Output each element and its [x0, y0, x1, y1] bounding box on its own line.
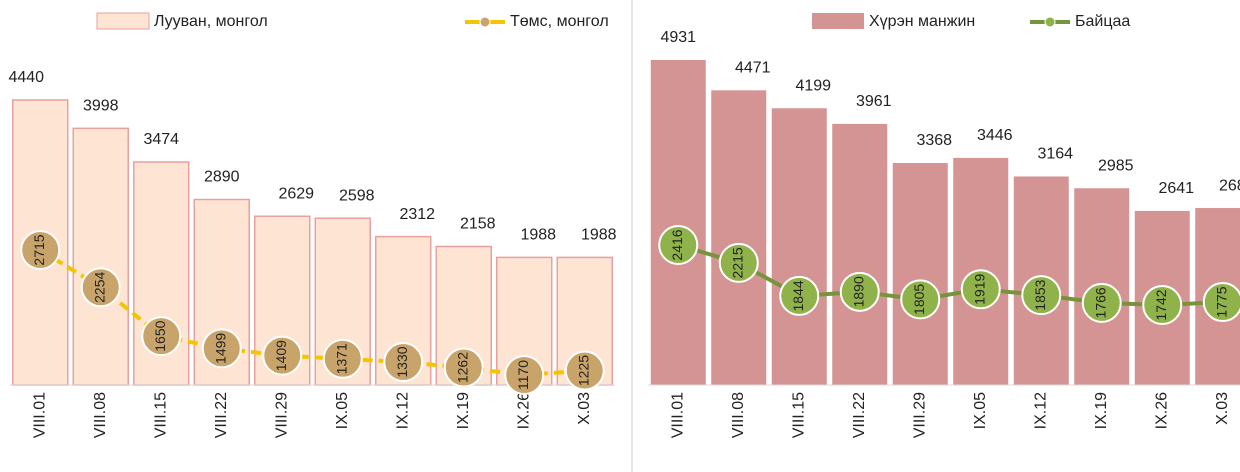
bar-value-label: 2641 — [1158, 180, 1194, 197]
line-value-label: 2416 — [669, 229, 685, 260]
line-value-label: 1330 — [394, 346, 410, 377]
line-value-label: 1409 — [273, 340, 289, 371]
line-value-label: 1499 — [212, 333, 228, 364]
bar — [711, 90, 766, 385]
bar-value-label: 4931 — [660, 29, 696, 46]
bar-value-label: 2985 — [1098, 157, 1134, 174]
legend-label: Төмс, монгол — [510, 13, 609, 30]
line-value-label: 1919 — [971, 273, 987, 304]
line-value-label: 1650 — [152, 320, 168, 351]
line-value-label: 1170 — [515, 360, 531, 390]
x-tick-label: VIII.22 — [213, 392, 230, 438]
bar-value-label: 4440 — [8, 69, 44, 86]
legend-label: Хүрэн манжин — [869, 13, 975, 30]
bar-value-label: 2629 — [278, 185, 314, 202]
x-tick-label: X.03 — [576, 392, 593, 425]
bar-value-label: 3368 — [916, 132, 952, 149]
x-tick-label: IX.19 — [1093, 392, 1110, 429]
bar-value-label: 3998 — [83, 98, 119, 115]
x-tick-label: VIII.29 — [273, 392, 290, 438]
bar-value-label: 2685 — [1219, 177, 1240, 194]
bar-value-label: 2598 — [339, 187, 375, 204]
line-value-label: 1742 — [1153, 289, 1169, 320]
x-tick-label: VIII.15 — [790, 392, 807, 438]
x-tick-label: VIII.29 — [911, 392, 928, 438]
legend-label: Байцаа — [1075, 13, 1130, 30]
bar-value-label: 2312 — [399, 206, 435, 223]
bar-value-label: 2890 — [204, 169, 240, 186]
bar-value-label: 2158 — [460, 216, 496, 233]
line-value-label: 1225 — [575, 355, 591, 386]
bar-value-label: 1988 — [520, 227, 556, 244]
line-value-label: 1890 — [850, 276, 866, 307]
bar — [772, 108, 827, 385]
x-tick-label: IX.12 — [394, 392, 411, 429]
bar — [893, 163, 948, 385]
line-value-label: 2215 — [729, 247, 745, 278]
bar-value-label: 4199 — [795, 77, 831, 94]
legend-label: Лууван, монгол — [154, 13, 268, 30]
bar — [651, 60, 706, 385]
x-tick-label: VIII.08 — [730, 392, 747, 438]
line-value-label: 2254 — [91, 272, 107, 303]
x-tick-label: IX.05 — [972, 392, 989, 429]
x-tick-label: VIII.22 — [851, 392, 868, 438]
bar-value-label: 1988 — [581, 227, 617, 244]
x-tick-label: VIII.15 — [152, 392, 169, 438]
bar-value-label: 3961 — [856, 93, 892, 110]
x-tick-label: IX.05 — [334, 392, 351, 429]
legend-marker — [480, 17, 490, 27]
line-value-label: 1805 — [911, 284, 927, 315]
x-tick-label: IX.12 — [1032, 392, 1049, 429]
line-value-label: 2715 — [31, 234, 47, 265]
x-tick-label: VIII.01 — [669, 392, 686, 438]
line-value-label: 1844 — [790, 280, 806, 311]
bar — [832, 124, 887, 385]
x-tick-label: X.03 — [1214, 392, 1231, 425]
line-value-label: 1262 — [454, 352, 470, 383]
x-tick-label: VIII.01 — [31, 392, 48, 438]
legend-swatch — [97, 13, 149, 29]
x-tick-label: IX.26 — [515, 392, 532, 429]
bar — [73, 128, 128, 385]
legend-swatch — [812, 13, 864, 29]
line-value-label: 1775 — [1213, 286, 1229, 317]
bar-value-label: 3474 — [143, 131, 179, 148]
bar-value-label: 3164 — [1037, 146, 1073, 163]
legend-marker — [1045, 17, 1055, 27]
bar-value-label: 4471 — [735, 60, 771, 77]
line-value-label: 1853 — [1032, 279, 1048, 310]
x-tick-label: VIII.08 — [92, 392, 109, 438]
dashboard: Лууван, монгол Төмс, монгол 4440 VIII.01 399… — [0, 0, 1240, 472]
bar-value-label: 3446 — [977, 127, 1013, 144]
x-tick-label: IX.26 — [1153, 392, 1170, 429]
line-value-label: 1766 — [1092, 287, 1108, 318]
line-value-label: 1371 — [333, 343, 349, 374]
x-tick-label: IX.19 — [455, 392, 472, 429]
